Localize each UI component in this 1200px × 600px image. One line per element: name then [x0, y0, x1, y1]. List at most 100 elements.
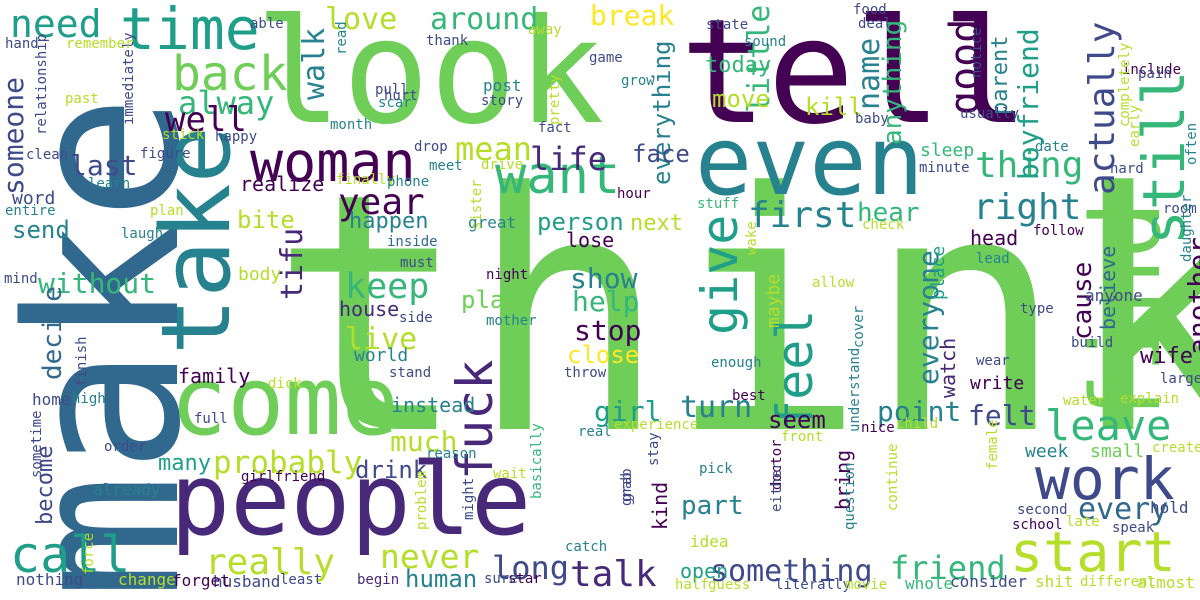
- word-well: well: [165, 100, 247, 140]
- word-minute: minute: [919, 160, 970, 176]
- word-year: year: [338, 182, 425, 223]
- word-post: post: [483, 76, 522, 95]
- word-small: small: [1090, 441, 1145, 462]
- word-every: every: [1078, 492, 1169, 527]
- word-look: look: [255, 0, 605, 157]
- word-drive: drive: [481, 157, 524, 173]
- word-cover: cover: [851, 305, 867, 348]
- word-consider: consider: [950, 572, 1028, 591]
- word-different: different: [1080, 574, 1156, 590]
- word-read: read: [334, 21, 350, 55]
- word-basically: basically: [529, 423, 545, 499]
- word-need: need: [10, 2, 102, 46]
- word-felt: felt: [968, 399, 1036, 432]
- word-best: best: [732, 388, 766, 404]
- word-pretty: pretty: [547, 74, 563, 125]
- word-night: night: [486, 267, 529, 283]
- word-stop: stop: [574, 314, 642, 347]
- word-last: last: [70, 149, 138, 182]
- word-school: school: [1012, 517, 1063, 533]
- word-wake: wake: [744, 221, 760, 255]
- word-might: might: [461, 477, 477, 520]
- word-hour: hour: [617, 186, 651, 202]
- word-body: body: [238, 264, 282, 285]
- word-stuff: stuff: [697, 196, 740, 212]
- word-usually: usually: [960, 106, 1020, 122]
- word-month: month: [330, 117, 373, 133]
- word-stay: stay: [646, 432, 662, 466]
- word-today: today: [705, 53, 772, 78]
- word-sure: sure: [484, 571, 518, 587]
- word-experience: experience: [614, 417, 699, 433]
- word-call: call: [10, 526, 131, 584]
- word-girl: girl: [594, 395, 662, 428]
- word-people: people: [170, 441, 532, 558]
- word-story: story: [481, 93, 524, 109]
- word-husband: husband: [213, 572, 281, 591]
- word-either: either: [769, 461, 785, 512]
- word-drop: drop: [414, 139, 448, 155]
- word-mother: mother: [486, 313, 537, 329]
- word-state: state: [706, 17, 749, 33]
- word-around: around: [430, 2, 539, 37]
- word-catch: catch: [565, 539, 608, 555]
- word-nothing: nothing: [16, 570, 84, 589]
- word-build: build: [1071, 335, 1114, 351]
- word-grow: grow: [621, 73, 655, 89]
- word-food: food: [853, 2, 887, 18]
- word-female: female: [985, 419, 1001, 470]
- word-thing: thing: [975, 145, 1084, 186]
- word-show: show: [570, 262, 638, 295]
- word-wear: wear: [976, 353, 1010, 369]
- word-want: want: [495, 146, 621, 206]
- word-remember: remember: [66, 36, 134, 52]
- word-life: life: [530, 140, 608, 178]
- word-understand: understand: [847, 347, 863, 432]
- word-never: never: [380, 537, 480, 576]
- word-figure: figure: [140, 146, 191, 162]
- word-kill: kill: [805, 93, 863, 121]
- word-follow: follow: [1033, 223, 1084, 239]
- word-friend: friend: [890, 549, 1006, 587]
- word-tifu: tifu: [275, 227, 310, 300]
- word-send: send: [12, 216, 70, 244]
- word-daughter: daughter: [1179, 194, 1195, 262]
- word-move: move: [712, 85, 770, 113]
- word-lead: lead: [976, 251, 1010, 267]
- word-meet: meet: [429, 158, 463, 174]
- word-shit: shit: [1035, 572, 1074, 591]
- word-grab: grab: [619, 472, 635, 506]
- word-force: force: [81, 532, 97, 575]
- word-early: early: [1127, 104, 1143, 147]
- word-child: child: [896, 416, 939, 432]
- word-water: water: [1063, 393, 1106, 409]
- word-learn: learn: [88, 176, 131, 192]
- word-hard: hard: [1110, 161, 1144, 177]
- word-whole: whole: [905, 574, 954, 593]
- word-must: must: [400, 255, 434, 271]
- word-without: without: [38, 267, 157, 300]
- word-date: date: [1035, 139, 1069, 155]
- word-finish: finish: [74, 336, 90, 387]
- word-full: full: [194, 411, 228, 427]
- word-give: give: [691, 214, 749, 335]
- word-sleep: sleep: [920, 140, 975, 161]
- word-large: large: [1160, 371, 1200, 387]
- word-away: away: [528, 22, 562, 38]
- word-least: least: [280, 572, 323, 588]
- word-explain: explain: [1120, 391, 1180, 407]
- word-room: room: [1163, 201, 1197, 217]
- word-drink: drink: [355, 456, 428, 484]
- word-many: many: [158, 451, 211, 476]
- word-mind: mind: [4, 271, 38, 287]
- word-bite: bite: [237, 206, 295, 234]
- word-long: long: [492, 549, 570, 587]
- word-instead: instead: [391, 393, 476, 417]
- word-seem: seem: [768, 406, 826, 434]
- word-continue: continue: [885, 443, 901, 511]
- word-past: past: [65, 91, 99, 107]
- word-come: come: [170, 347, 399, 457]
- word-write: write: [970, 373, 1025, 394]
- word-realize: realize: [240, 172, 325, 196]
